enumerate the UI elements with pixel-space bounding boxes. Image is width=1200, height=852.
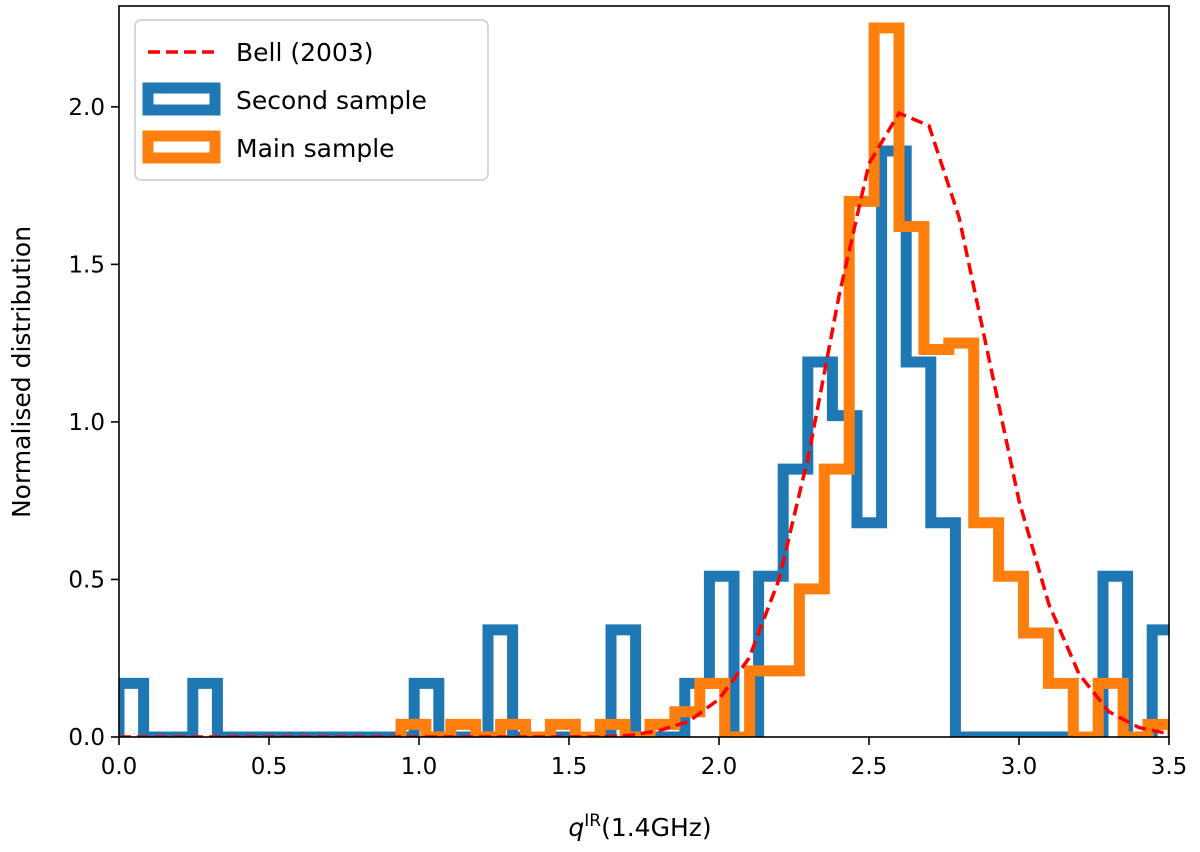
x-tick-label: 3.0 — [1001, 754, 1038, 780]
histogram-bin-main-sample — [700, 683, 725, 737]
histogram-bin-main-sample — [775, 671, 800, 737]
histogram-bin-second-sample — [119, 683, 144, 737]
y-tick-label: 0.5 — [68, 567, 105, 593]
axes-frame — [118, 5, 1170, 738]
y-axis-ticks: 0.0 0.5 1.0 1.5 2.0 — [68, 95, 119, 751]
legend-box — [134, 19, 489, 181]
histogram-bin-main-sample — [974, 523, 999, 737]
x-axis-title-superscript: IR — [584, 811, 601, 831]
x-tick-label: 0.5 — [251, 754, 288, 780]
y-tick-label: 0.0 — [68, 725, 105, 751]
legend-swatch-second-sample — [142, 82, 221, 116]
x-axis-title-rest: (1.4GHz) — [601, 813, 712, 842]
histogram-bin-main-sample — [899, 227, 924, 737]
x-axis-ticks: 0.0 0.5 1.0 1.5 2.0 2.5 3.0 3.5 — [101, 737, 1188, 780]
x-tick-label: 1.0 — [401, 754, 438, 780]
y-axis-title: Normalised distribution — [7, 226, 36, 518]
histogram-bin-main-sample — [750, 671, 775, 737]
histogram-bin-main-sample — [401, 724, 426, 737]
histogram-bin-main-sample — [501, 724, 526, 737]
histogram-bin-main-sample — [874, 28, 899, 737]
histogram-bin-main-sample — [1024, 633, 1049, 737]
series-main-sample — [395, 22, 1169, 737]
y-tick-label: 2.0 — [68, 95, 105, 121]
histogram-bin-main-sample — [1048, 683, 1073, 737]
x-axis-title: qIR(1.4GHz) — [568, 811, 711, 842]
histogram-bin-main-sample — [451, 724, 476, 737]
legend-label-bell: Bell (2003) — [236, 38, 374, 67]
y-tick-label: 1.5 — [68, 252, 105, 278]
histogram-bin-main-sample — [999, 576, 1024, 737]
x-tick-label: 2.5 — [851, 754, 888, 780]
x-tick-label: 0.0 — [101, 754, 138, 780]
x-axis-title-symbol: q — [568, 813, 584, 842]
histogram-bin-main-sample — [949, 343, 974, 737]
histogram-bin-main-sample — [924, 349, 949, 737]
histogram-outline-main-sample — [395, 22, 1169, 737]
x-tick-label: 2.0 — [701, 754, 738, 780]
histogram-bin-main-sample — [1098, 683, 1123, 737]
x-tick-label: 3.5 — [1151, 754, 1188, 780]
histogram-bin-main-sample — [799, 589, 824, 737]
series-layer — [119, 22, 1169, 737]
histogram-bin-main-sample — [849, 201, 874, 737]
legend-label-main-sample: Main sample — [236, 134, 395, 163]
histogram-bin-main-sample — [550, 724, 575, 737]
legend-swatch-main-sample — [142, 130, 221, 164]
y-tick-label: 1.0 — [68, 410, 105, 436]
x-tick-label: 1.5 — [551, 754, 588, 780]
legend-label-second-sample: Second sample — [236, 86, 427, 115]
histogram-bin-main-sample — [824, 469, 849, 737]
histogram-bin-second-sample — [193, 683, 218, 737]
legend: Bell (2003) Second sample Main sample — [134, 19, 489, 181]
series-line-bell-2003 — [119, 110, 1169, 737]
